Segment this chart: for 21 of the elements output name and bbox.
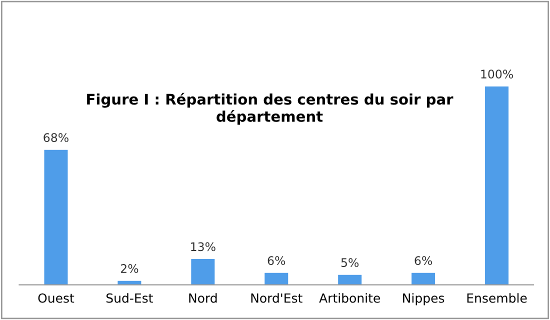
- x-tick-label: Ensemble: [467, 293, 527, 303]
- bar: [338, 274, 362, 285]
- data-label: 5%: [341, 258, 359, 268]
- bar: [485, 86, 509, 285]
- x-tick-label: Nippes: [403, 293, 444, 306]
- bar: [191, 259, 215, 285]
- data-label: 68%: [44, 133, 68, 142]
- bar: [264, 272, 288, 285]
- text: Figure I : Répartition des centres du soir par département: [87, 92, 454, 125]
- x-tick-label: Sud-Est: [106, 293, 153, 303]
- x-tick-label: Nord'Est: [251, 293, 302, 303]
- data-label: 100%: [481, 70, 513, 79]
- x-tick-label: Nord: [189, 293, 217, 303]
- data-label: 6%: [268, 256, 286, 266]
- x-tick-label: Artibonite: [319, 293, 380, 303]
- data-label: 6%: [414, 256, 432, 266]
- bar: [44, 150, 68, 285]
- x-tick-label: Ouest: [38, 293, 74, 303]
- data-label: 13%: [191, 242, 216, 252]
- data-label: 2%: [120, 264, 138, 273]
- bar: [412, 272, 436, 285]
